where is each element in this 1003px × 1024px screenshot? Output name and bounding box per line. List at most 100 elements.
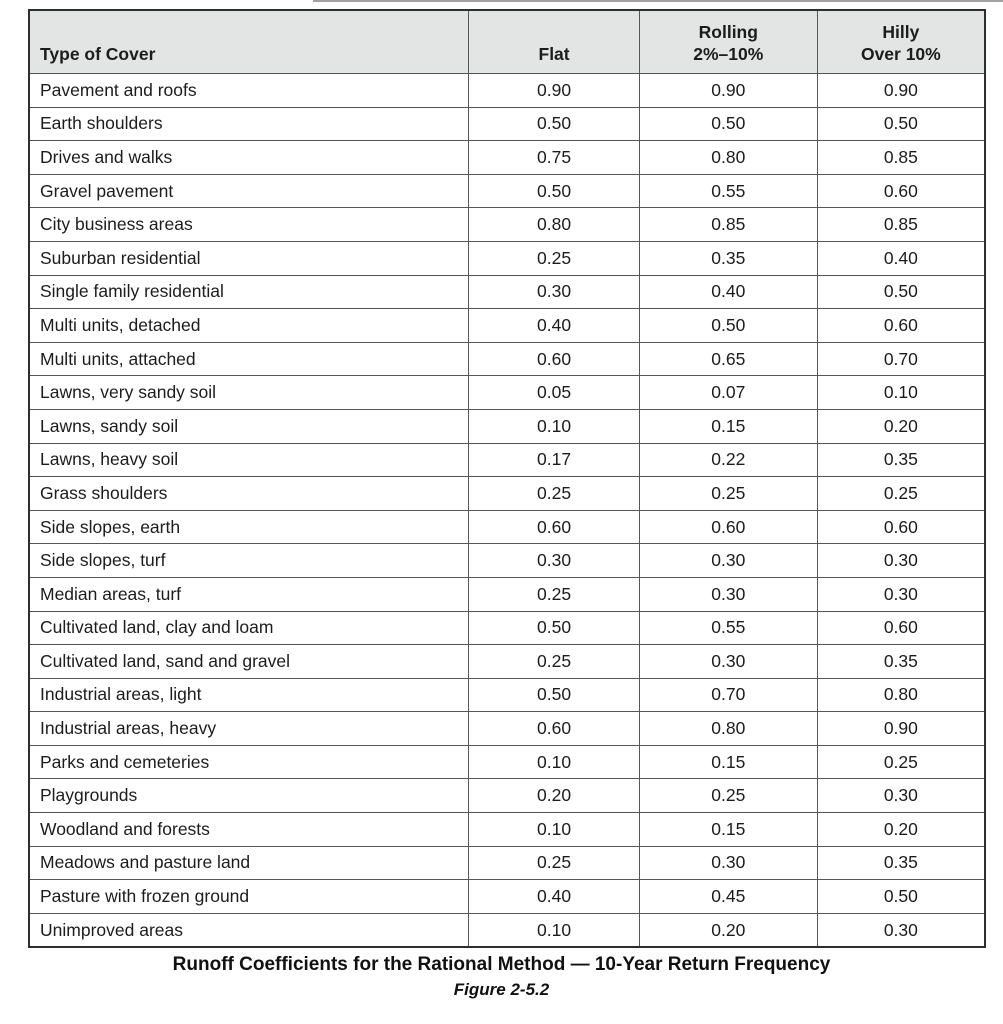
table-row: Side slopes, turf 0.30 0.30 0.30 (28, 543, 986, 578)
rolling-cell: 0.70 (638, 677, 818, 713)
table-row: Multi units, detached 0.40 0.50 0.60 (28, 308, 986, 343)
cover-cell: Woodland and forests (28, 812, 470, 847)
table-row: Drives and walks 0.75 0.80 0.85 (28, 140, 986, 175)
rolling-cell: 0.50 (638, 308, 818, 343)
table-row: Meadows and pasture land 0.25 0.30 0.35 (28, 845, 986, 881)
flat-cell: 0.40 (468, 879, 640, 914)
table-row: Side slopes, earth 0.60 0.60 0.60 (28, 509, 986, 545)
hilly-cell: 0.20 (816, 408, 986, 444)
column-header-sublabel: Over 10% (860, 44, 941, 65)
table-row: Lawns, heavy soil 0.17 0.22 0.35 (28, 442, 986, 478)
flat-cell: 0.50 (468, 677, 640, 713)
rolling-cell: 0.30 (638, 576, 818, 612)
cover-cell: Multi units, detached (28, 308, 470, 343)
table-row: Multi units, attached 0.60 0.65 0.70 (28, 341, 986, 377)
flat-cell: 0.60 (468, 509, 640, 545)
hilly-cell: 0.60 (816, 509, 986, 545)
rolling-cell: 0.25 (638, 778, 818, 814)
rolling-cell: 0.25 (638, 476, 818, 511)
figure-caption-title: Runoff Coefficients for the Rational Met… (172, 954, 831, 975)
table-row: Industrial areas, heavy 0.60 0.80 0.90 (28, 711, 986, 746)
cover-cell: Suburban residential (28, 240, 470, 276)
flat-cell: 0.10 (468, 744, 640, 780)
hilly-cell: 0.30 (816, 778, 986, 814)
cover-cell: Pasture with frozen ground (28, 879, 470, 914)
rolling-cell: 0.65 (638, 341, 818, 377)
flat-cell: 0.50 (468, 106, 640, 142)
cover-cell: Cultivated land, clay and loam (28, 610, 470, 646)
cover-cell: Earth shoulders (28, 106, 470, 142)
hilly-cell: 0.10 (816, 375, 986, 410)
hilly-cell: 0.60 (816, 173, 986, 209)
table-row: Grass shoulders 0.25 0.25 0.25 (28, 476, 986, 511)
table-row: Industrial areas, light 0.50 0.70 0.80 (28, 677, 986, 713)
hilly-cell: 0.70 (816, 341, 986, 377)
rolling-cell: 0.35 (638, 240, 818, 276)
cover-cell: Gravel pavement (28, 173, 470, 209)
flat-cell: 0.20 (468, 778, 640, 814)
flat-cell: 0.90 (468, 73, 640, 108)
flat-cell: 0.25 (468, 476, 640, 511)
table-row: Lawns, very sandy soil 0.05 0.07 0.10 (28, 375, 986, 410)
hilly-cell: 0.85 (816, 140, 986, 175)
cover-cell: Lawns, heavy soil (28, 442, 470, 478)
rolling-cell: 0.55 (638, 610, 818, 646)
rolling-cell: 0.30 (638, 543, 818, 578)
cover-cell: Industrial areas, light (28, 677, 470, 713)
flat-cell: 0.50 (468, 173, 640, 209)
hilly-cell: 0.80 (816, 677, 986, 713)
column-header-flat: Flat (468, 9, 640, 74)
flat-cell: 0.25 (468, 576, 640, 612)
column-header-sublabel: 2%–10% (693, 44, 764, 65)
rolling-cell: 0.60 (638, 509, 818, 545)
column-header-rolling: Rolling 2%–10% (638, 9, 818, 74)
table-row: Parks and cemeteries 0.10 0.15 0.25 (28, 744, 986, 780)
table-row: Lawns, sandy soil 0.10 0.15 0.20 (28, 408, 986, 444)
rolling-cell: 0.30 (638, 845, 818, 881)
table-row: City business areas 0.80 0.85 0.85 (28, 207, 986, 242)
hilly-cell: 0.60 (816, 308, 986, 343)
hilly-cell: 0.90 (816, 711, 986, 746)
hilly-cell: 0.25 (816, 744, 986, 780)
rolling-cell: 0.15 (638, 408, 818, 444)
column-header-label: Type of Cover (40, 44, 156, 65)
rolling-cell: 0.40 (638, 274, 818, 310)
table-row: Single family residential 0.30 0.40 0.50 (28, 274, 986, 310)
flat-cell: 0.25 (468, 845, 640, 881)
cover-cell: Lawns, sandy soil (28, 408, 470, 444)
rolling-cell: 0.20 (638, 912, 818, 948)
cover-cell: Multi units, attached (28, 341, 470, 377)
hilly-cell: 0.35 (816, 644, 986, 679)
hilly-cell: 0.40 (816, 240, 986, 276)
flat-cell: 0.05 (468, 375, 640, 410)
cover-cell: Side slopes, earth (28, 509, 470, 545)
rolling-cell: 0.85 (638, 207, 818, 242)
rolling-cell: 0.45 (638, 879, 818, 914)
flat-cell: 0.25 (468, 644, 640, 679)
hilly-cell: 0.90 (816, 73, 986, 108)
column-header-label: Flat (538, 44, 570, 65)
cover-cell: Median areas, turf (28, 576, 470, 612)
hilly-cell: 0.35 (816, 442, 986, 478)
cover-cell: Cultivated land, sand and gravel (28, 644, 470, 679)
flat-cell: 0.25 (468, 240, 640, 276)
flat-cell: 0.30 (468, 274, 640, 310)
table-row: Unimproved areas 0.10 0.20 0.30 (28, 912, 986, 948)
table-row: Woodland and forests 0.10 0.15 0.20 (28, 812, 986, 847)
cover-cell: Grass shoulders (28, 476, 470, 511)
flat-cell: 0.50 (468, 610, 640, 646)
figure-caption-number: Figure 2-5.2 (453, 979, 550, 999)
cover-cell: Pavement and roofs (28, 73, 470, 108)
cover-cell: Meadows and pasture land (28, 845, 470, 881)
table-row: Median areas, turf 0.25 0.30 0.30 (28, 576, 986, 612)
hilly-cell: 0.50 (816, 879, 986, 914)
rolling-cell: 0.15 (638, 744, 818, 780)
runoff-coefficients-table: Type of Cover Flat Rolling 2%–10% Hilly … (28, 9, 986, 949)
flat-cell: 0.60 (468, 341, 640, 377)
hilly-cell: 0.30 (816, 576, 986, 612)
hilly-cell: 0.50 (816, 274, 986, 310)
rolling-cell: 0.22 (638, 442, 818, 478)
hilly-cell: 0.25 (816, 476, 986, 511)
column-header-label: Rolling (698, 21, 758, 42)
